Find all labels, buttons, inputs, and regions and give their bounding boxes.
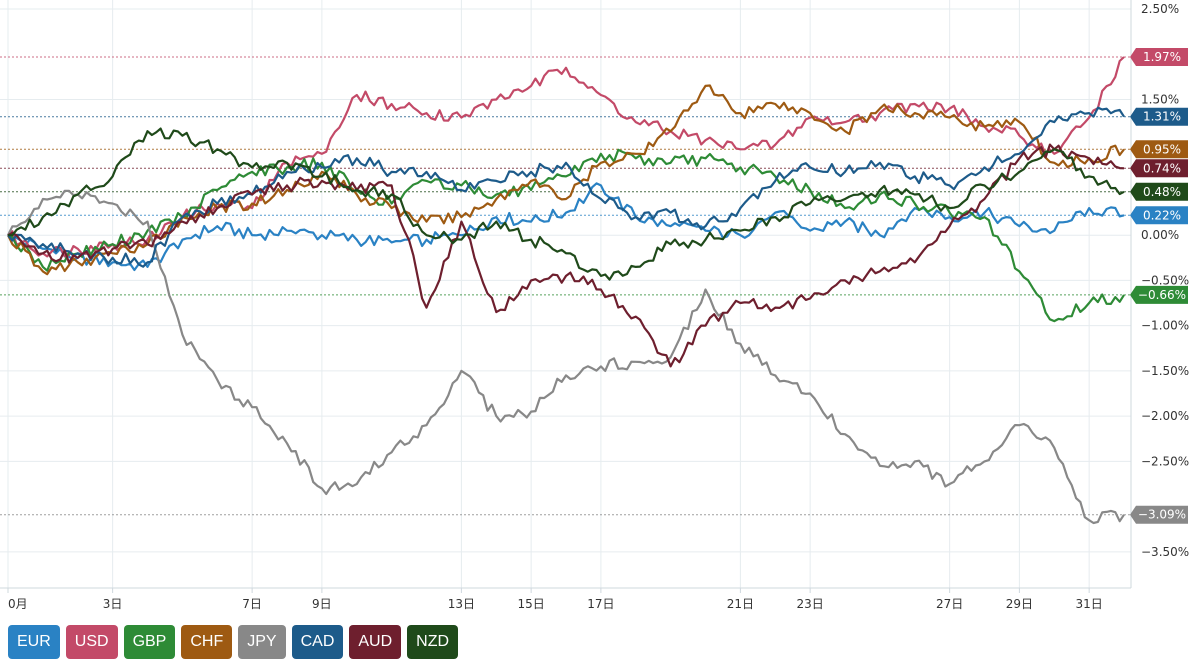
- series-line-aud: [7, 143, 1125, 368]
- final-value-reference-lines: [0, 56, 1131, 516]
- x-tick-label: 15日: [517, 597, 544, 611]
- series-line-jpy: [7, 189, 1125, 525]
- x-tick-label: 31日: [1076, 597, 1103, 611]
- badge-shape: [1130, 47, 1188, 66]
- badge-label: 0.22%: [1143, 208, 1181, 222]
- x-axis-ticks: 0月 3日 7日 9日 13日 15日 17日 21日 23日 27日 29日 31日: [7, 588, 1103, 611]
- y-tick-label: 0.00%: [1141, 228, 1179, 242]
- y-tick-label: 1.50%: [1141, 93, 1179, 107]
- final-value-badge-usd: 1.97%: [1130, 47, 1188, 66]
- legend-button-cad[interactable]: CAD: [291, 625, 344, 659]
- series-line-cad: [7, 106, 1125, 268]
- x-tick-label: 7日: [242, 597, 262, 611]
- badge-shape: [1130, 107, 1188, 126]
- y-tick-label: −1.50%: [1141, 364, 1189, 378]
- y-tick-label: −0.50%: [1141, 273, 1189, 287]
- legend-button-jpy[interactable]: JPY: [238, 625, 286, 659]
- x-tick-label: 3日: [103, 597, 123, 611]
- y-axis-ticks: 2.50% 1.50% 0.00% −0.50% −1.00% −1.50% −2.00% −…: [1141, 2, 1189, 559]
- series-line-nzd: [8, 127, 1125, 281]
- x-tick-label: 29日: [1006, 597, 1033, 611]
- badge-shape: [1130, 182, 1188, 201]
- x-tick-label: 21日: [727, 597, 754, 611]
- legend-button-usd[interactable]: USD: [65, 625, 118, 659]
- x-tick-label: 13日: [448, 597, 475, 611]
- series-line-eur: [7, 182, 1125, 272]
- y-tick-label: −1.00%: [1141, 319, 1189, 333]
- y-tick-label: −3.50%: [1141, 545, 1189, 559]
- badge-label: 1.31%: [1143, 110, 1181, 124]
- legend-button-eur[interactable]: EUR: [8, 625, 60, 659]
- currency-legend: EUR USD GBP CHF JPY CAD AUD NZD: [8, 625, 459, 659]
- legend-button-chf[interactable]: CHF: [181, 625, 233, 659]
- legend-button-aud[interactable]: AUD: [349, 625, 402, 659]
- x-tick-label: 9日: [312, 597, 332, 611]
- badge-label: −3.09%: [1138, 508, 1186, 522]
- final-value-badge-jpy: −3.09%: [1130, 505, 1188, 524]
- currency-performance-chart: 2.50% 1.50% 0.00% −0.50% −1.00% −1.50% −2.00% −…: [0, 0, 1189, 611]
- x-tick-label: 27日: [936, 597, 963, 611]
- badge-shape: [1130, 159, 1188, 178]
- x-tick-label: 23日: [797, 597, 824, 611]
- final-value-badge-nzd: 0.48%: [1130, 182, 1188, 201]
- badge-label: 0.95%: [1143, 142, 1181, 156]
- y-tick-label: −2.00%: [1141, 409, 1189, 423]
- final-value-badge-aud: 0.74%: [1130, 159, 1188, 178]
- legend-button-gbp[interactable]: GBP: [123, 625, 176, 659]
- final-value-badges: 0.22% 1.97% −0.66% 0.95% −3.09% 1.31% 0.74% 0.4…: [1130, 47, 1188, 524]
- series-lines: [7, 56, 1125, 525]
- y-tick-label: −2.50%: [1141, 454, 1189, 468]
- legend-button-nzd[interactable]: NZD: [407, 625, 459, 659]
- x-tick-label: 0月: [8, 597, 28, 611]
- final-value-badge-cad: 1.31%: [1130, 107, 1188, 126]
- series-line-chf: [7, 84, 1125, 276]
- badge-label: −0.66%: [1138, 288, 1186, 302]
- x-tick-label: 17日: [587, 597, 614, 611]
- badge-label: 0.48%: [1143, 185, 1181, 199]
- final-value-badge-chf: 0.95%: [1130, 140, 1188, 159]
- badge-shape: [1130, 505, 1188, 524]
- grid-lines: [0, 0, 1131, 588]
- badge-label: 0.74%: [1143, 161, 1181, 175]
- final-value-badge-eur: 0.22%: [1130, 206, 1188, 225]
- badge-shape: [1130, 140, 1188, 159]
- y-tick-label: 2.50%: [1141, 2, 1179, 16]
- badge-label: 1.97%: [1143, 50, 1181, 64]
- final-value-badge-gbp: −0.66%: [1130, 285, 1188, 304]
- badge-shape: [1130, 285, 1188, 304]
- badge-shape: [1130, 206, 1188, 225]
